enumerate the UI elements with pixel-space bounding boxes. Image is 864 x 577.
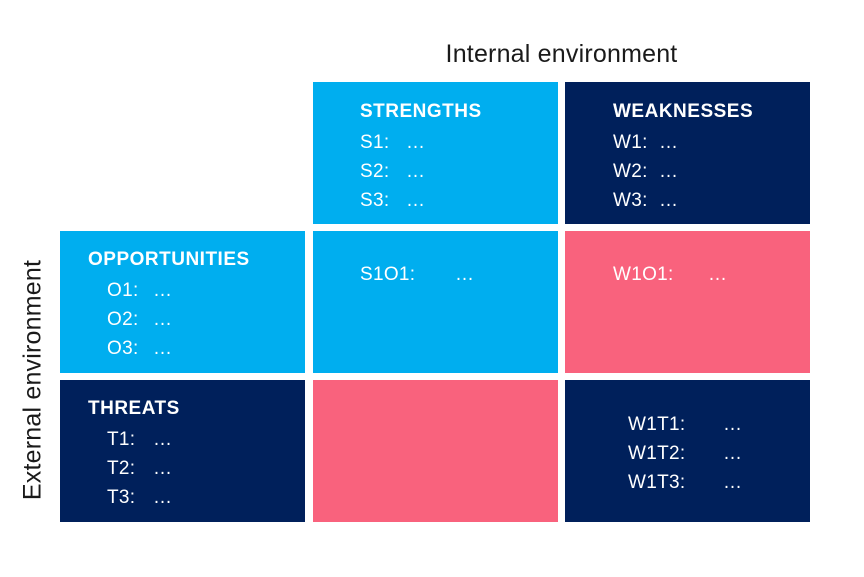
weakness-item: W2: … (613, 157, 810, 186)
strength-key: S2: (360, 161, 390, 182)
external-environment-label: External environment (18, 259, 47, 501)
threat-item: T2: … (88, 454, 305, 483)
threat-value: … (153, 429, 173, 450)
strengths-box: STRENGTHS S1: … S2: … S3: … (313, 82, 558, 224)
wt-value: … (723, 443, 743, 464)
strengths-title: STRENGTHS (360, 101, 482, 122)
threat-key: T2: (107, 458, 136, 479)
wt-strategy-box: W1T1: … W1T2: … W1T3: … (565, 380, 810, 522)
so-item: S1O1: … (360, 260, 558, 289)
strength-item: S2: … (360, 157, 558, 186)
opportunity-key: O2: (107, 309, 139, 330)
strength-key: S3: (360, 190, 390, 211)
weakness-value: … (659, 132, 679, 153)
weakness-item: W3: … (613, 186, 810, 215)
wt-value: … (723, 414, 743, 435)
opportunity-item: O2: … (88, 305, 305, 334)
strength-value: … (406, 132, 426, 153)
wo-strategy-box: W1O1: … (565, 231, 810, 373)
weakness-item: W1: … (613, 128, 810, 157)
wo-item: W1O1: … (613, 260, 810, 289)
wt-key: W1T1: (628, 414, 686, 435)
opportunity-value: … (153, 309, 173, 330)
weakness-key: W3: (613, 190, 648, 211)
wt-item: W1T1: … (628, 410, 810, 439)
opportunity-key: O3: (107, 338, 139, 359)
wt-key: W1T2: (628, 443, 686, 464)
opportunities-box: OPPORTUNITIES O1: … O2: … O3: … (60, 231, 305, 373)
internal-environment-label: Internal environment (445, 40, 678, 68)
threats-title: THREATS (88, 398, 180, 419)
opportunity-value: … (153, 338, 173, 359)
strength-key: S1: (360, 132, 390, 153)
weaknesses-box: WEAKNESSES W1: … W2: … W3: … (565, 82, 810, 224)
wt-value: … (723, 472, 743, 493)
wo-value: … (708, 264, 728, 285)
threats-box: THREATS T1: … T2: … T3: … (60, 380, 305, 522)
threat-item: T1: … (88, 425, 305, 454)
opportunity-item: O1: … (88, 276, 305, 305)
wt-item: W1T2: … (628, 439, 810, 468)
weakness-value: … (659, 161, 679, 182)
strength-value: … (406, 161, 426, 182)
so-strategy-box: S1O1: … (313, 231, 558, 373)
opportunity-key: O1: (107, 280, 139, 301)
strength-value: … (406, 190, 426, 211)
opportunities-title: OPPORTUNITIES (88, 249, 250, 270)
strength-item: S1: … (360, 128, 558, 157)
threat-key: T3: (107, 487, 136, 508)
threat-key: T1: (107, 429, 136, 450)
st-strategy-box (313, 380, 558, 522)
wt-item: W1T3: … (628, 468, 810, 497)
strength-item: S3: … (360, 186, 558, 215)
threat-value: … (153, 487, 173, 508)
threat-item: T3: … (88, 483, 305, 512)
so-key: S1O1: (360, 264, 416, 285)
opportunity-item: O3: … (88, 334, 305, 363)
threat-value: … (153, 458, 173, 479)
weakness-key: W1: (613, 132, 648, 153)
weaknesses-title: WEAKNESSES (613, 101, 754, 122)
weakness-value: … (659, 190, 679, 211)
so-value: … (455, 264, 475, 285)
weakness-key: W2: (613, 161, 648, 182)
wo-key: W1O1: (613, 264, 674, 285)
wt-key: W1T3: (628, 472, 686, 493)
opportunity-value: … (153, 280, 173, 301)
